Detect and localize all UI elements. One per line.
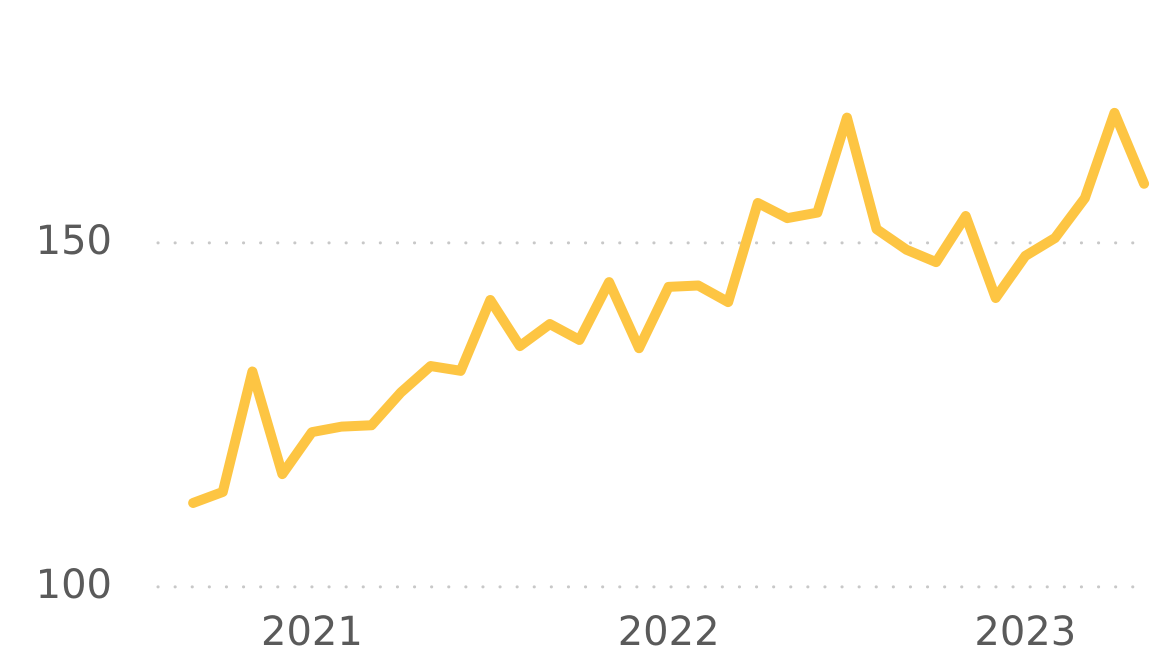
y-tick-label: 100 [36, 562, 112, 608]
x-tick-label: 2023 [974, 609, 1076, 655]
x-tick-label: 2022 [618, 609, 720, 655]
y-tick-label: 150 [36, 218, 112, 264]
x-tick-label: 2021 [261, 609, 363, 655]
data-line [188, 107, 1150, 508]
